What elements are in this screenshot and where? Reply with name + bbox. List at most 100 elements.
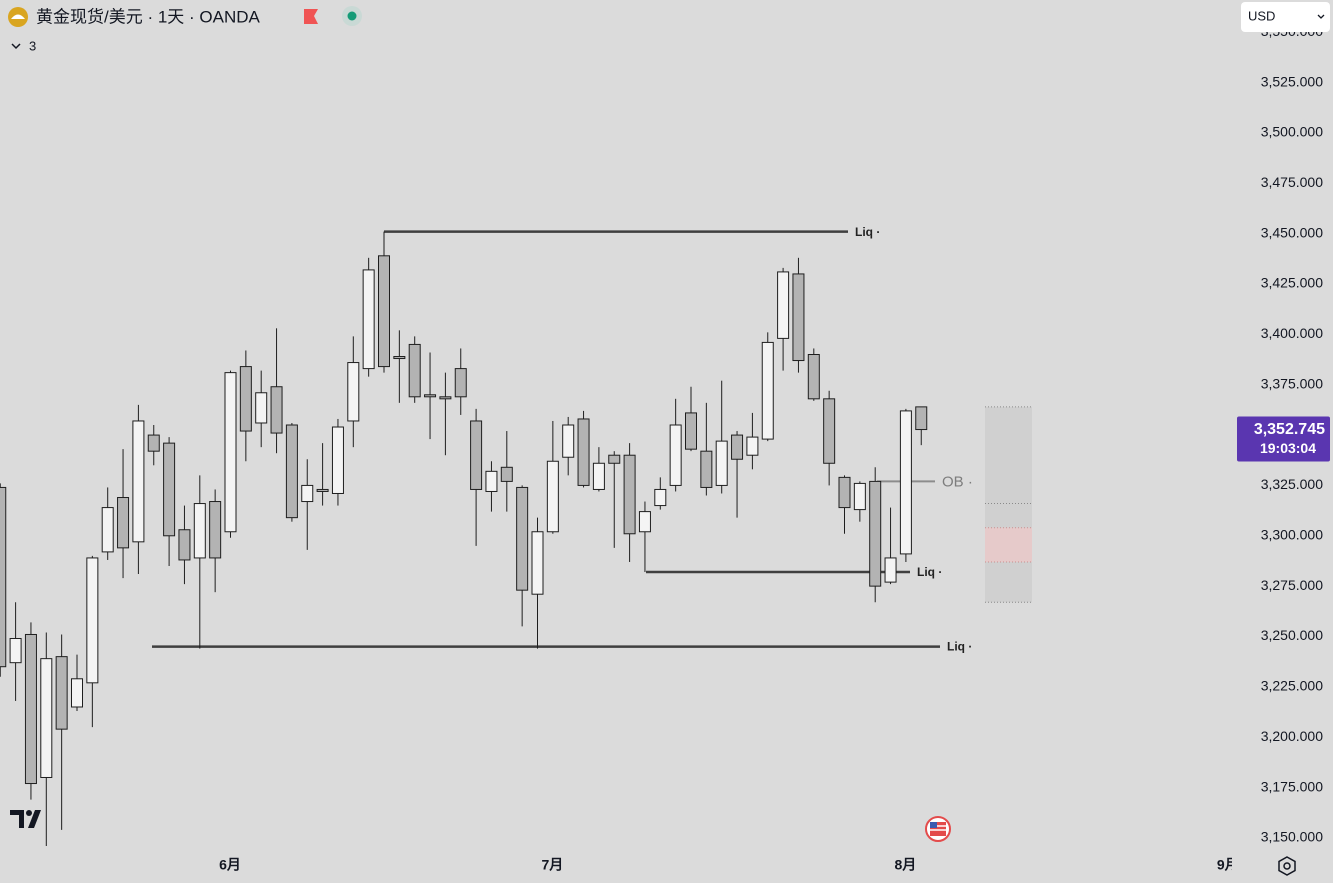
candle-body [117,497,130,549]
currency-label[interactable]: USD [1248,8,1275,23]
candle-body [915,406,928,431]
candle-body [255,392,268,424]
candle-body [454,368,467,398]
candle-body [700,450,713,488]
candle-body [424,394,437,398]
candle-body [869,480,882,587]
level-label: OB · [942,473,973,490]
last-price-box [1237,416,1330,462]
candle-body [823,398,836,464]
settings-hex[interactable] [1278,856,1296,876]
x-tick-label: 9月 [1217,857,1239,873]
y-tick-label: 3,475.000 [1261,174,1323,190]
candle-body [147,434,160,452]
candle-body [40,658,53,778]
candle-body [163,442,176,537]
y-tick-label: 3,225.000 [1261,678,1323,694]
candle-body [638,511,651,533]
candle-body [9,638,22,664]
logo-part [10,810,24,828]
logo-part [28,810,41,828]
candle-body [884,557,897,583]
candle-body [301,484,314,503]
settings-center [1283,862,1291,870]
y-tick-label: 3,500.000 [1261,124,1323,140]
candle-body [362,269,375,370]
y-tick-label: 3,300.000 [1261,526,1323,542]
y-tick-label: 3,450.000 [1261,224,1323,240]
indicator-count[interactable]: 3 [29,38,36,53]
candle-body [608,454,621,464]
candle-body [178,529,191,561]
y-tick-label: 3,200.000 [1261,728,1323,744]
y-tick-label: 3,425.000 [1261,275,1323,291]
candle-body [224,372,237,533]
x-tick-label: 8月 [895,857,917,873]
collapse-chevron[interactable] [11,43,21,50]
candle-body [777,271,790,339]
zone-box [985,406,1032,603]
candle-body [715,440,728,486]
candle-body [685,412,697,450]
candle-body [853,482,866,511]
flag-icon[interactable] [304,9,318,24]
us-flag-canton [930,822,937,828]
candle-body [209,501,222,559]
status-dot [347,11,357,21]
candle-body [838,476,851,509]
candle-body [86,557,99,684]
candle-body [439,396,452,400]
candle-body [24,633,37,785]
candle-body [516,486,529,591]
candle-body [470,420,483,490]
level-label: Liq · [917,565,942,579]
candle-body [71,678,83,708]
y-tick-label: 3,150.000 [1261,829,1323,845]
candle-body [132,420,145,543]
candle-body [531,531,544,595]
countdown-label: 19:03:04 [1260,440,1316,456]
candle-body [239,366,252,432]
y-tick-label: 3,175.000 [1261,778,1323,794]
y-tick-label: 3,325.000 [1261,476,1323,492]
candle-body [654,488,667,507]
candle-body [623,454,636,535]
event-icon[interactable] [925,816,951,842]
candle-body [270,386,283,434]
candle-body [0,486,7,668]
candle-body [731,434,744,460]
plot-area: 6月 7月 8月 9月 Liq · Liq · Liq · OB · [0,225,1239,873]
candle-body [378,255,390,368]
candle-body [485,470,498,492]
y-tick-label: 3,250.000 [1261,627,1323,643]
candle-body [546,460,559,533]
candle-body [807,354,820,400]
candle-body [562,424,575,458]
logo-part [26,810,32,816]
candle-body [408,343,421,398]
candle-body [669,424,682,486]
symbol-title[interactable]: 黄金现货/美元 · 1天 · OANDA [36,7,261,26]
x-tick-label: 7月 [541,857,563,873]
level-label: Liq · [947,640,972,654]
candle-body [331,426,344,494]
candle-body [101,507,114,553]
y-tick-label: 3,375.000 [1261,375,1323,391]
currency-select[interactable]: USD [1241,2,1330,32]
candle-body [285,424,298,519]
candle-body [792,273,805,362]
currency-chevron[interactable] [1317,14,1325,19]
candle-body [577,418,590,486]
candle-body [347,362,360,422]
candle-body [592,462,605,490]
tv-logo[interactable] [10,810,41,828]
currency-box[interactable] [1241,2,1330,32]
candle-body [761,341,774,440]
y-tick-label: 3,275.000 [1261,577,1323,593]
candle-body [500,466,513,482]
settings-icon[interactable] [1278,856,1296,876]
y-tick-label: 3,525.000 [1261,73,1323,89]
candle-body [393,356,406,360]
